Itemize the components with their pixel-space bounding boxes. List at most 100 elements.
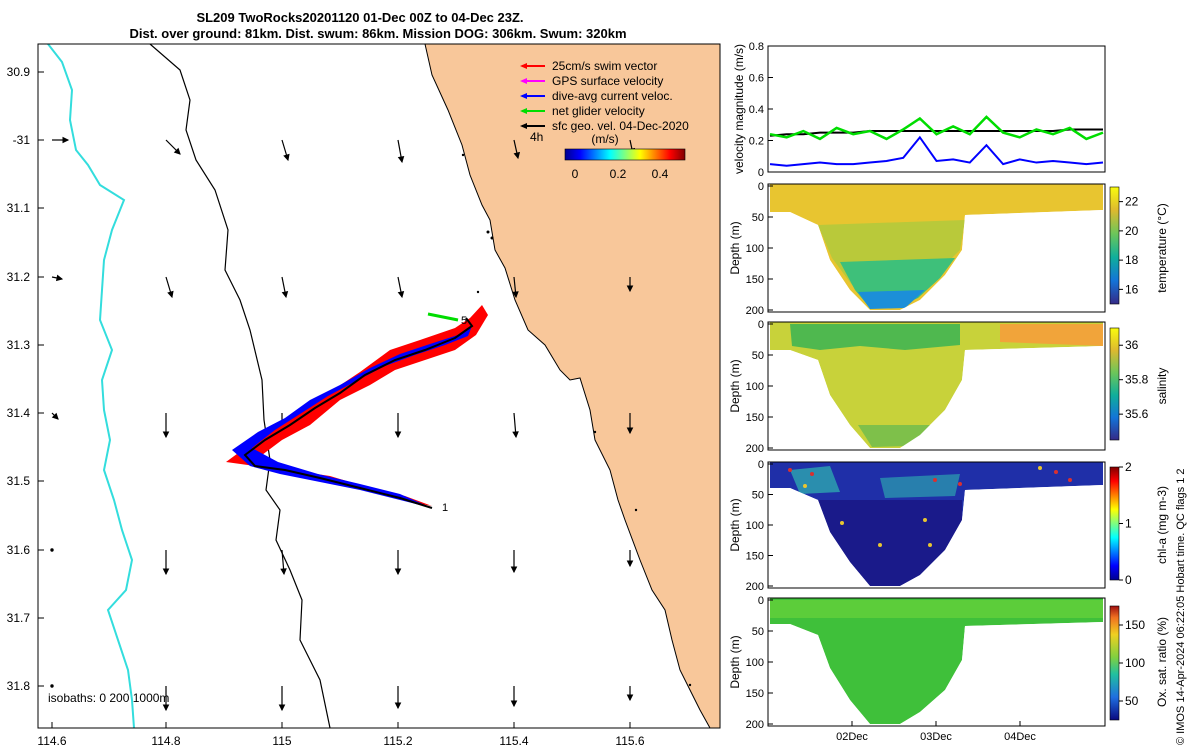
colorbar-tick: 20 <box>1125 224 1139 238</box>
geo-vector <box>510 686 518 708</box>
depth-tick-label: 0 <box>758 459 764 471</box>
depth-axis-label: Depth (m) <box>728 221 742 274</box>
lat-tick-label: 31.3 <box>7 338 31 352</box>
depth-tick-label: 200 <box>746 443 764 455</box>
depth-tick-label: 100 <box>746 520 764 532</box>
colorbar-label: temperature (°C) <box>1155 203 1169 293</box>
lon-tick-label: 114.8 <box>151 734 180 748</box>
velocity-series-line <box>769 128 1103 137</box>
geo-vector <box>162 686 170 712</box>
colorbar-tick: 50 <box>1125 694 1139 708</box>
depth-tick-label: 50 <box>752 490 764 502</box>
colorbar-tick-label: 0.4 <box>652 167 669 181</box>
geo-vector <box>51 274 64 282</box>
isobaths-legend: isobaths: 0 200 1000m <box>48 691 169 705</box>
chart-title: SL209 TwoRocks20201120 01-Dec 00Z to 04-… <box>196 10 523 25</box>
depth-axis-label: Depth (m) <box>728 498 742 551</box>
oxygen-panel <box>767 597 1106 727</box>
colorbar-title: (m/s) <box>591 132 618 146</box>
colorbar-label: salinity <box>1155 368 1169 405</box>
geo-vector <box>51 412 59 420</box>
glider-track <box>226 305 488 509</box>
depth-tick-label: 150 <box>746 551 764 563</box>
lat-tick-label: 31.4 <box>7 406 31 420</box>
depth-tick-label: 150 <box>746 688 764 700</box>
depth-tick-label: 0 <box>758 595 764 607</box>
lon-tick-label: 115 <box>272 734 291 748</box>
legend-entry: sfc geo. vel. 04-Dec-2020 <box>520 119 689 133</box>
geo-vector <box>394 413 402 439</box>
geo-vector <box>397 139 405 164</box>
geo-vector <box>394 550 402 576</box>
depth-tick-label: 100 <box>746 657 764 669</box>
geo-vector <box>397 276 405 299</box>
colorbar-tick-label: 0 <box>572 167 579 181</box>
velocity-tick-label: 0.2 <box>749 136 764 148</box>
map-axes: 114.6 114.8 115 115.2 115.4 115.6 30.9 -31 31.1 3… <box>7 65 645 748</box>
geo-vector <box>50 684 54 688</box>
legend-entry: GPS surface velocity <box>520 74 663 88</box>
colorbar-label: Ox. sat. ratio (%) <box>1155 617 1169 707</box>
net-glider-velocity <box>427 312 459 322</box>
colorbar-tick: 150 <box>1125 618 1145 632</box>
depth-tick-label: 150 <box>746 274 764 286</box>
lat-tick-label: 31.2 <box>7 270 31 284</box>
velocity-ylabel: velocity magnitude (m/s) <box>732 44 746 174</box>
section-colorbars <box>1109 186 1120 721</box>
colorbar-tick: 36 <box>1125 338 1139 352</box>
colorbar-tick-label: 0.2 <box>610 167 627 181</box>
salinity-panel <box>767 321 1106 451</box>
isobath-1000m <box>47 44 135 728</box>
legend-entry: 25cm/s swim vector <box>520 59 657 73</box>
colorbar-tick: 35.8 <box>1125 373 1149 387</box>
lat-tick-label: 31.7 <box>7 611 31 625</box>
geo-vector <box>52 136 70 144</box>
geo-vector <box>281 139 290 162</box>
map-area: 1 5 isobaths: 0 200 1000m <box>38 44 720 728</box>
depth-tick-label: 0 <box>758 319 764 331</box>
depth-tick-label: 200 <box>746 305 764 317</box>
depth-tick-label: 50 <box>752 350 764 362</box>
track-line <box>243 317 474 509</box>
lat-tick-label: 31.8 <box>7 679 31 693</box>
geo-vector <box>626 277 634 293</box>
geo-vector <box>626 413 634 435</box>
lon-tick-label: 115.6 <box>615 734 644 748</box>
geo-vector <box>50 548 54 552</box>
swim-vector-band <box>226 305 488 506</box>
depth-tick-label: 50 <box>752 626 764 638</box>
velocity-tick-label: 0.6 <box>749 73 764 85</box>
geo-vector <box>162 413 170 439</box>
geo-vector <box>513 139 521 160</box>
geo-vector <box>165 276 174 299</box>
depth-tick-label: 100 <box>746 381 764 393</box>
sfc-geo-vector-field <box>50 136 636 712</box>
geo-vector <box>278 686 286 712</box>
lon-tick-label: 115.4 <box>499 734 528 748</box>
lat-tick-label: -31 <box>13 133 31 147</box>
chla-panel <box>767 461 1106 589</box>
map-frame <box>37 43 721 729</box>
depth-tick-label: 0 <box>758 181 764 193</box>
depth-tick-label: 200 <box>746 581 764 593</box>
depth-tick-label: 200 <box>746 719 764 731</box>
geo-vector <box>512 276 519 299</box>
date-tick-label: 04Dec <box>1004 731 1036 743</box>
velocity-tick-label: 0 <box>758 167 764 179</box>
geo-vector <box>281 276 289 299</box>
legend-label: 25cm/s swim vector <box>552 59 657 73</box>
lon-tick-label: 114.6 <box>37 734 66 748</box>
isobath-200m <box>149 44 331 728</box>
geo-vector <box>162 550 170 576</box>
lat-tick-label: 31.5 <box>7 474 31 488</box>
colorbar-tick: 18 <box>1125 253 1139 267</box>
lat-tick-label: 30.9 <box>7 65 31 79</box>
track-label-end: 5 <box>461 315 467 327</box>
geo-vector <box>394 686 402 710</box>
legend-entry: net glider velocity <box>520 104 645 118</box>
depth-axis-label: Depth (m) <box>728 359 742 412</box>
geo-vector <box>280 549 287 576</box>
velocity-tick-label: 0.4 <box>749 104 764 116</box>
geo-vector <box>626 686 634 702</box>
track-label-start: 1 <box>442 502 448 514</box>
